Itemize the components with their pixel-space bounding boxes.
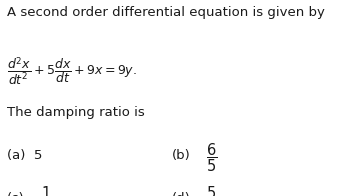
Text: (c): (c) — [7, 192, 24, 196]
Text: A second order differential equation is given by: A second order differential equation is … — [7, 6, 325, 19]
Text: $\dfrac{5}{6}$: $\dfrac{5}{6}$ — [206, 184, 217, 196]
Text: $\dfrac{6}{5}$: $\dfrac{6}{5}$ — [206, 141, 217, 174]
Text: $\dfrac{d^2x}{dt^2} + 5\dfrac{dx}{dt} + 9x = 9y.$: $\dfrac{d^2x}{dt^2} + 5\dfrac{dx}{dt} + … — [7, 55, 137, 87]
Text: (a)  5: (a) 5 — [7, 149, 42, 162]
Text: (d): (d) — [172, 192, 190, 196]
Text: (b): (b) — [172, 149, 190, 162]
Text: The damping ratio is: The damping ratio is — [7, 106, 145, 119]
Text: $\dfrac{1}{5}$: $\dfrac{1}{5}$ — [41, 184, 52, 196]
